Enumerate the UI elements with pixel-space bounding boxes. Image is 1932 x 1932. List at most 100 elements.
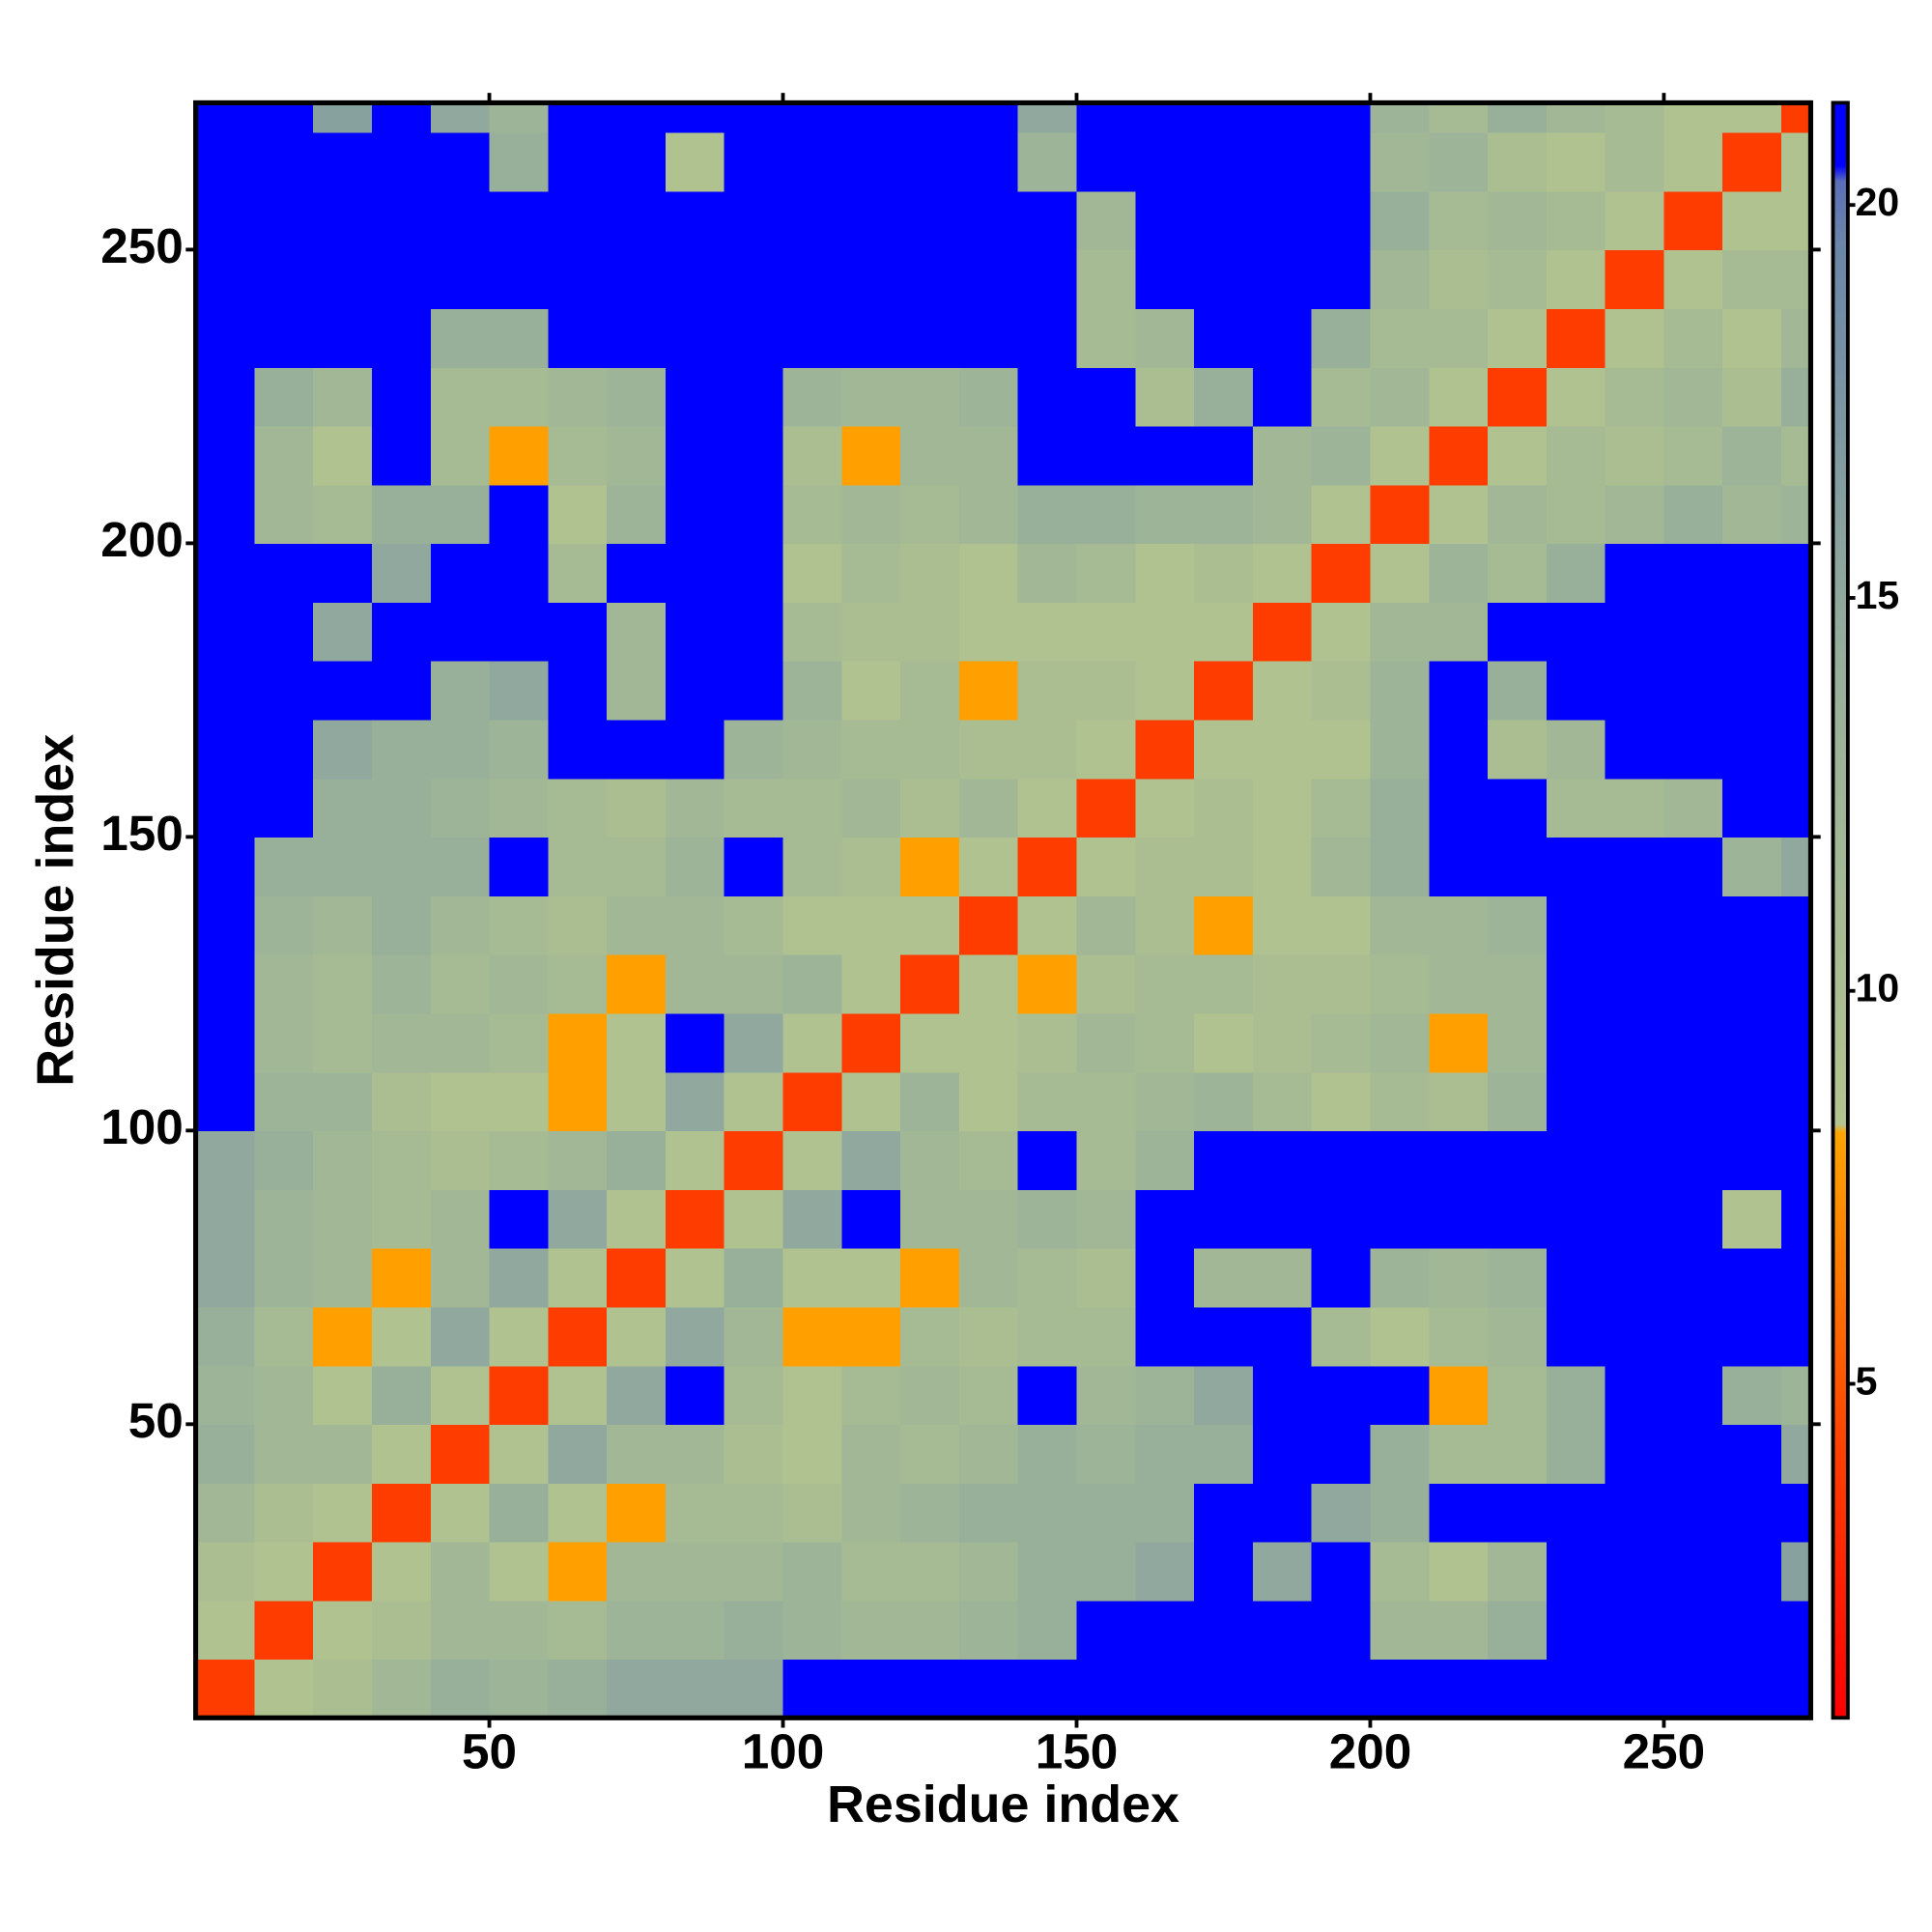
heatmap-cell xyxy=(1546,719,1606,780)
heatmap-cell xyxy=(371,1659,432,1719)
heatmap-cell xyxy=(1722,484,1782,545)
heatmap-cell xyxy=(371,249,432,309)
heatmap-cell xyxy=(371,366,432,427)
heatmap-cell xyxy=(254,1483,314,1543)
heatmap-cell xyxy=(1605,425,1665,486)
heatmap-cell xyxy=(1546,1130,1606,1190)
heatmap-cell xyxy=(1722,778,1782,838)
heatmap-cell xyxy=(1135,1306,1195,1367)
heatmap-cell xyxy=(724,895,784,955)
heatmap-cell xyxy=(548,1130,608,1190)
heatmap-cell xyxy=(900,1365,960,1426)
heatmap-cell xyxy=(958,778,1019,838)
heatmap-cell xyxy=(1546,1541,1606,1602)
heatmap-cell xyxy=(841,425,901,486)
heatmap-cell xyxy=(1370,1424,1431,1484)
heatmap-cell xyxy=(1605,1130,1665,1190)
heatmap-cell xyxy=(1781,102,1811,133)
heatmap-cell xyxy=(1605,366,1665,427)
heatmap-cell xyxy=(1429,837,1489,896)
heatmap-cell xyxy=(254,1600,314,1661)
heatmap-cell xyxy=(1781,1306,1811,1367)
heatmap-cell xyxy=(371,131,432,192)
heatmap-cell xyxy=(254,249,314,309)
heatmap-cell xyxy=(548,102,608,133)
heatmap-cell xyxy=(1194,366,1254,427)
heatmap-cell xyxy=(1546,1012,1606,1073)
heatmap-cell xyxy=(1663,602,1724,662)
heatmap-cell xyxy=(1722,660,1782,721)
heatmap-cell xyxy=(548,1365,608,1426)
heatmap-cell xyxy=(665,1012,725,1073)
heatmap-cell xyxy=(1370,1541,1431,1602)
heatmap-cell xyxy=(1194,1424,1254,1484)
heatmap-cell xyxy=(724,1424,784,1484)
heatmap-cell xyxy=(195,1071,256,1132)
heatmap-cell xyxy=(900,1600,960,1661)
heatmap-cell xyxy=(1311,1306,1372,1367)
heatmap-cell xyxy=(841,1189,901,1249)
heatmap-cell xyxy=(1722,1365,1782,1426)
heatmap-cell xyxy=(1252,1189,1313,1249)
heatmap-cell xyxy=(1194,308,1254,368)
heatmap-cell xyxy=(1252,543,1313,603)
heatmap-cell xyxy=(1017,1541,1078,1602)
heatmap-cell xyxy=(665,308,725,368)
heatmap-cell xyxy=(958,131,1019,192)
heatmap-cell xyxy=(1017,543,1078,603)
heatmap-cell xyxy=(195,425,256,486)
heatmap-cell xyxy=(1076,1071,1137,1132)
heatmap-cell xyxy=(254,778,314,838)
heatmap-cell xyxy=(1370,131,1431,192)
heatmap-cell xyxy=(489,1600,550,1661)
heatmap-cell xyxy=(1370,1306,1431,1367)
heatmap-cell xyxy=(900,1306,960,1367)
heatmap-cell xyxy=(1429,1541,1489,1602)
heatmap-cell xyxy=(665,543,725,603)
heatmap-cell xyxy=(1722,1130,1782,1190)
heatmap-cell xyxy=(900,1071,960,1132)
heatmap-cell xyxy=(724,249,784,309)
heatmap-cell xyxy=(1429,1659,1489,1719)
heatmap-cell xyxy=(1370,249,1431,309)
heatmap-cell xyxy=(430,1659,491,1719)
heatmap-cell xyxy=(1370,308,1431,368)
heatmap-cell xyxy=(665,1071,725,1132)
heatmap-cell xyxy=(607,837,667,896)
heatmap-cell xyxy=(1488,1541,1548,1602)
x-tick-label: 250 xyxy=(1623,1723,1706,1778)
heatmap-cell xyxy=(1488,602,1548,662)
heatmap-cell xyxy=(665,1306,725,1367)
heatmap-cell xyxy=(1370,1189,1431,1249)
heatmap-cell xyxy=(1370,895,1431,955)
heatmap-cell xyxy=(841,1424,901,1484)
heatmap-cell xyxy=(1135,1659,1195,1719)
heatmap-cell xyxy=(1781,1483,1811,1543)
heatmap-cell xyxy=(489,953,550,1014)
heatmap-cell xyxy=(1370,837,1431,896)
heatmap-cell xyxy=(1252,102,1313,133)
heatmap-cell xyxy=(1663,1071,1724,1132)
heatmap-cell xyxy=(1370,1130,1431,1190)
heatmap-cell xyxy=(313,602,373,662)
heatmap-cell xyxy=(1605,1600,1665,1661)
heatmap-cell xyxy=(313,484,373,545)
heatmap-cell xyxy=(195,602,256,662)
heatmap-cell xyxy=(1076,484,1137,545)
heatmap-cell xyxy=(371,1071,432,1132)
heatmap-cell xyxy=(665,366,725,427)
heatmap-cell xyxy=(1017,1365,1078,1426)
heatmap-cell xyxy=(1135,1541,1195,1602)
heatmap-cell xyxy=(371,1306,432,1367)
heatmap-cell xyxy=(607,1012,667,1073)
heatmap-cell xyxy=(430,602,491,662)
heatmap-cell xyxy=(958,1483,1019,1543)
heatmap-cell xyxy=(782,1012,843,1073)
heatmap-cell xyxy=(1135,602,1195,662)
heatmap xyxy=(195,102,1811,1719)
heatmap-cell xyxy=(313,1071,373,1132)
heatmap-cell xyxy=(1252,1424,1313,1484)
heatmap-cell xyxy=(1194,1600,1254,1661)
heatmap-cell xyxy=(313,1130,373,1190)
heatmap-cell xyxy=(1488,102,1548,133)
